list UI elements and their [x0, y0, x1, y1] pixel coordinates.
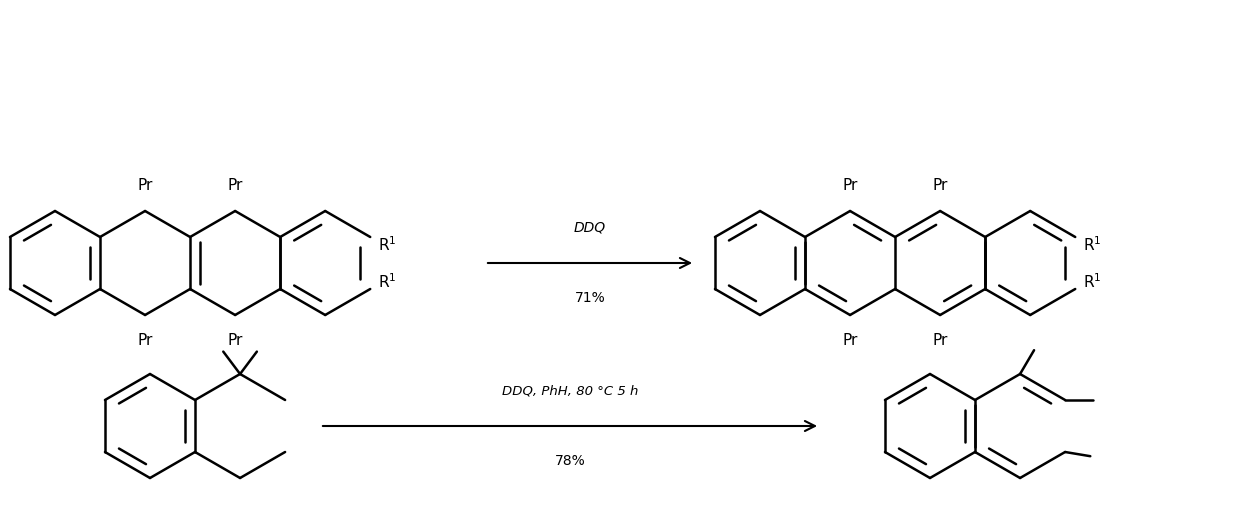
Text: 71%: 71% — [575, 291, 605, 305]
Text: Pr: Pr — [933, 333, 947, 348]
Text: Pr: Pr — [137, 333, 153, 348]
Text: Pr: Pr — [843, 178, 858, 193]
Text: Pr: Pr — [843, 333, 858, 348]
Text: R$^1$: R$^1$ — [1083, 272, 1102, 290]
Text: 78%: 78% — [554, 454, 585, 468]
Text: R$^1$: R$^1$ — [1083, 236, 1102, 254]
Text: Pr: Pr — [228, 178, 243, 193]
Text: R$^1$: R$^1$ — [378, 272, 397, 290]
Text: Pr: Pr — [933, 178, 947, 193]
Text: Pr: Pr — [137, 178, 153, 193]
Text: DDQ, PhH, 80 °C 5 h: DDQ, PhH, 80 °C 5 h — [502, 385, 639, 398]
Text: DDQ: DDQ — [574, 221, 606, 235]
Text: R$^1$: R$^1$ — [378, 236, 397, 254]
Text: Pr: Pr — [228, 333, 243, 348]
